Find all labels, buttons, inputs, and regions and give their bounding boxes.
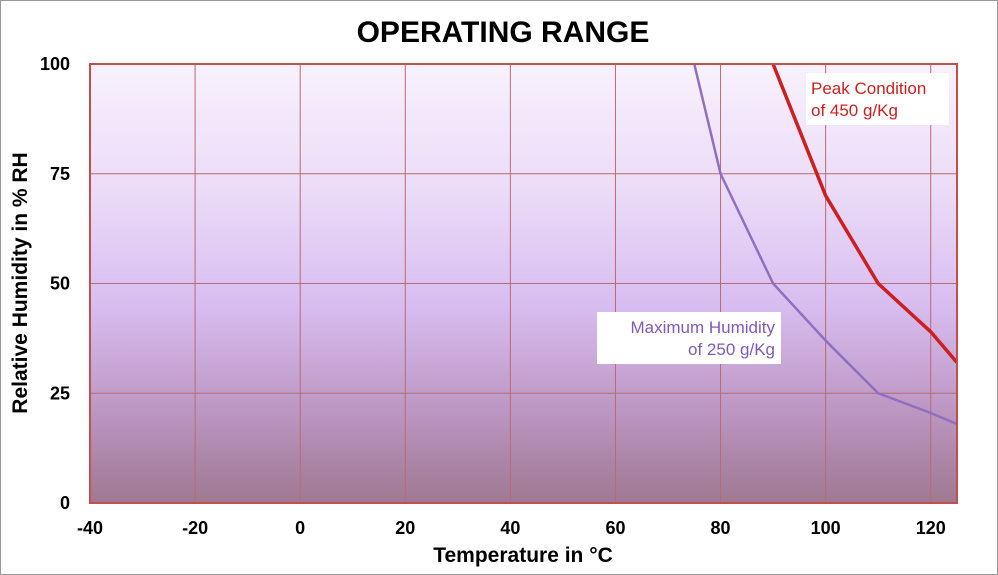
annotation-text-line: Maximum Humidity [630,318,775,337]
y-tick-label: 50 [50,274,70,294]
annotation-box [806,73,949,125]
x-tick-label: 100 [811,518,841,538]
y-tick-label: 100 [40,54,70,74]
y-tick-label: 75 [50,164,70,184]
annotation-box [597,312,781,364]
x-tick-label: 40 [500,518,520,538]
annotation-maximum-humidity: Maximum Humidity of 250 g/Kg [597,312,781,364]
annotation-peak-condition: Peak Condition of 450 g/Kg [806,73,949,125]
x-tick-label: 60 [605,518,625,538]
x-tick-label: 20 [395,518,415,538]
y-axis-title: Relative Humidity in % RH [9,152,32,413]
y-tick-label: 25 [50,383,70,403]
x-tick-label: 120 [916,518,946,538]
tick-labels: -40 -20 0 20 40 60 80 100 120 0 25 50 75 100 [40,54,946,538]
annotation-text-line: of 450 g/Kg [811,101,898,120]
annotation-text-line: Peak Condition [811,79,926,98]
annotation-text-line: of 250 g/Kg [688,340,775,359]
x-tick-label: 0 [295,518,305,538]
annotations: Peak Condition of 450 g/Kg Maximum Humidit… [597,73,949,364]
x-tick-label: 80 [711,518,731,538]
x-tick-label: -40 [77,518,103,538]
x-tick-label: -20 [182,518,208,538]
x-axis-title: Temperature in °C [433,544,613,567]
y-tick-label: 0 [60,493,70,513]
chart-title: OPERATING RANGE [357,16,650,49]
plot-border [89,63,958,504]
